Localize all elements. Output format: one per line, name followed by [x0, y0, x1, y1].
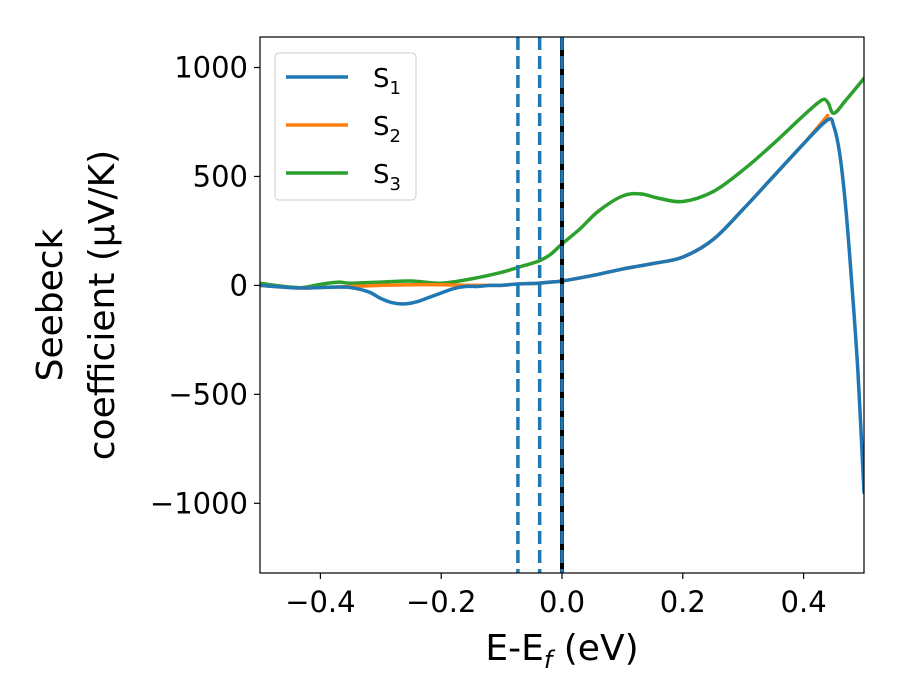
x-tick-label: 0.2: [660, 585, 706, 619]
y-axis-title-line1: Seebeck: [30, 228, 71, 381]
x-axis-title-main: E-E: [485, 628, 543, 669]
y-axis-ticks: 1000 500 0 −500 −1000: [150, 51, 260, 520]
legend-label-s2: S2: [373, 112, 401, 147]
legend: S1 S2 S3: [274, 52, 417, 201]
legend-label-s3: S3: [373, 160, 401, 195]
legend-label-s1: S1: [373, 64, 401, 99]
x-tick-label: −0.4: [285, 585, 355, 619]
series-line-s1: [260, 117, 864, 495]
x-tick-label: 0.0: [539, 585, 585, 619]
x-tick-label: 0.4: [781, 585, 827, 619]
x-tick-label: −0.2: [406, 585, 476, 619]
x-axis-title-unit: (eV): [552, 628, 638, 669]
y-tick-label: 1000: [174, 51, 248, 85]
data-lines: [260, 76, 864, 495]
y-tick-label: 0: [230, 268, 248, 302]
series-line-s3: [260, 76, 864, 290]
y-tick-label: 500: [193, 159, 248, 193]
reference-lines: [516, 37, 564, 573]
x-axis-ticks: −0.4 −0.2 0.0 0.2 0.4: [285, 573, 827, 619]
y-axis-title-line2: coefficient (μV/K): [82, 150, 123, 460]
y-tick-label: −1000: [150, 486, 248, 520]
y-tick-label: −500: [168, 377, 248, 411]
x-axis-title: E-Ef (eV): [485, 628, 638, 674]
